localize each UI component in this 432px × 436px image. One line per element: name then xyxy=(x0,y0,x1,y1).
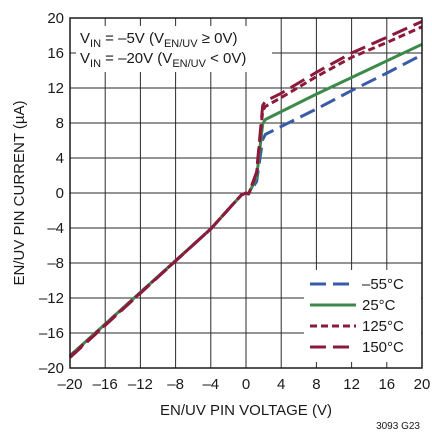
y-tick-label: 8 xyxy=(56,115,64,132)
y-tick-label: 0 xyxy=(56,185,64,202)
legend-label: 25°C xyxy=(362,297,396,314)
annotation-2-rest: = –20V (V xyxy=(101,50,172,67)
series-line-3 xyxy=(68,25,423,358)
annotation-line-1: VIN = –5V (VEN/UV ≥ 0V) xyxy=(80,30,238,50)
x-tick-label: –8 xyxy=(167,376,184,393)
x-tick-label: 20 xyxy=(414,376,431,393)
annotation-2-v: V xyxy=(80,50,90,67)
legend: –55°C 25°C 125°C 150°C xyxy=(304,270,421,362)
x-tick-label: 16 xyxy=(378,376,395,393)
x-tick-label: 4 xyxy=(277,376,285,393)
figure-id: 3093 G23 xyxy=(376,421,420,432)
y-tick-label: 20 xyxy=(47,10,64,27)
y-tick-label: 12 xyxy=(47,80,64,97)
series-line-4 xyxy=(68,20,423,359)
legend-label: –55°C xyxy=(362,276,404,293)
annotation: VIN = –5V (VEN/UV ≥ 0V) VIN = –20V (VEN/… xyxy=(76,26,272,72)
x-tick-label: –16 xyxy=(93,376,118,393)
y-tick-label: –12 xyxy=(39,290,64,307)
annotation-line-2: VIN = –20V (VEN/UV < 0V) xyxy=(80,50,246,70)
annotation-2-tail: < 0V) xyxy=(206,50,246,67)
x-tick-label: –20 xyxy=(57,376,82,393)
y-tick-label: –4 xyxy=(47,220,64,237)
annotation-2-sub: IN xyxy=(90,58,101,70)
annotation-1-v: V xyxy=(80,30,90,47)
y-axis-label: EN/UV PIN CURRENT (µA) xyxy=(11,100,28,285)
y-tick-label: 16 xyxy=(47,45,64,62)
x-tick-label: 0 xyxy=(242,376,250,393)
series-layer xyxy=(68,20,423,359)
y-tick-label: –20 xyxy=(39,360,64,377)
annotation-1-tail: ≥ 0V) xyxy=(198,30,238,47)
annotation-1-rest: = –5V (V xyxy=(101,30,164,47)
x-tick-label: –4 xyxy=(202,376,219,393)
x-axis-label: EN/UV PIN VOLTAGE (V) xyxy=(160,402,332,419)
legend-label: 150°C xyxy=(362,339,404,356)
y-tick-labels: –20 –16 –12 –8 –4 0 4 8 12 16 20 xyxy=(39,10,64,377)
x-tick-label: 8 xyxy=(312,376,320,393)
annotation-2-sub2: EN/UV xyxy=(172,58,206,70)
y-tick-label: –8 xyxy=(47,255,64,272)
annotation-background xyxy=(76,26,272,72)
x-tick-label: –12 xyxy=(128,376,153,393)
y-tick-label: 4 xyxy=(56,150,64,167)
x-tick-labels: –20 –16 –12 –8 –4 0 4 8 12 16 20 xyxy=(57,376,430,393)
x-tick-label: 12 xyxy=(343,376,360,393)
legend-label: 125°C xyxy=(362,318,404,335)
annotation-1-sub: IN xyxy=(90,38,101,50)
plot-frame xyxy=(69,17,423,369)
y-tick-label: –16 xyxy=(39,325,64,342)
annotation-1-sub2: EN/UV xyxy=(164,38,198,50)
